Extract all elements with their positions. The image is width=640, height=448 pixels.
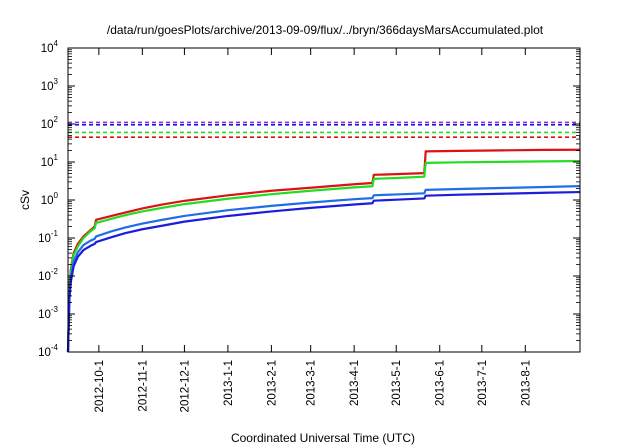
x-tick-label: 2013-8-1	[520, 360, 532, 406]
x-tick-label: 2013-4-1	[349, 360, 361, 406]
x-tick-label: 2013-6-1	[435, 360, 447, 406]
x-tick-label: 2012-12-1	[179, 360, 191, 412]
y-tick-label: 10-1	[38, 229, 58, 245]
x-tick-label: 2013-7-1	[477, 360, 489, 406]
series-lines	[66, 148, 581, 353]
y-axis: 10-4 10-3 10-2 10-1 100 101 102 103 104	[38, 39, 580, 359]
series-line-0	[66, 148, 581, 353]
limit-lines	[68, 121, 580, 138]
x-tick-label: 2013-5-1	[391, 360, 403, 406]
series-line-1	[66, 159, 581, 353]
y-tick-label: 103	[41, 77, 59, 93]
y-axis-label: cSv	[18, 190, 32, 210]
chart-title: /data/run/goesPlots/archive/2013-09-09/f…	[107, 23, 544, 37]
x-tick-label: 2013-3-1	[306, 360, 318, 406]
x-tick-label: 2012-11-1	[137, 360, 149, 412]
series-line-2	[66, 185, 581, 353]
plot-frame	[67, 47, 581, 353]
series-line-3	[66, 190, 581, 353]
y-tick-label: 10-4	[38, 343, 58, 359]
y-tick-label: 100	[41, 191, 59, 207]
x-axis-label: Coordinated Universal Time (UTC)	[231, 431, 415, 445]
x-tick-label: 2012-10-1	[94, 360, 106, 412]
x-tick-label: 2013-1-1	[223, 360, 235, 406]
y-tick-label: 10-3	[38, 305, 58, 321]
x-axis: 2012-10-1 2012-11-1 2012-12-1 2013-1-1 2013-…	[94, 48, 532, 412]
y-tick-label: 101	[41, 153, 59, 169]
y-tick-label: 104	[41, 39, 59, 55]
y-tick-label: 10-2	[38, 267, 58, 283]
y-tick-label: 102	[41, 115, 59, 131]
x-tick-label: 2013-2-1	[266, 360, 278, 406]
